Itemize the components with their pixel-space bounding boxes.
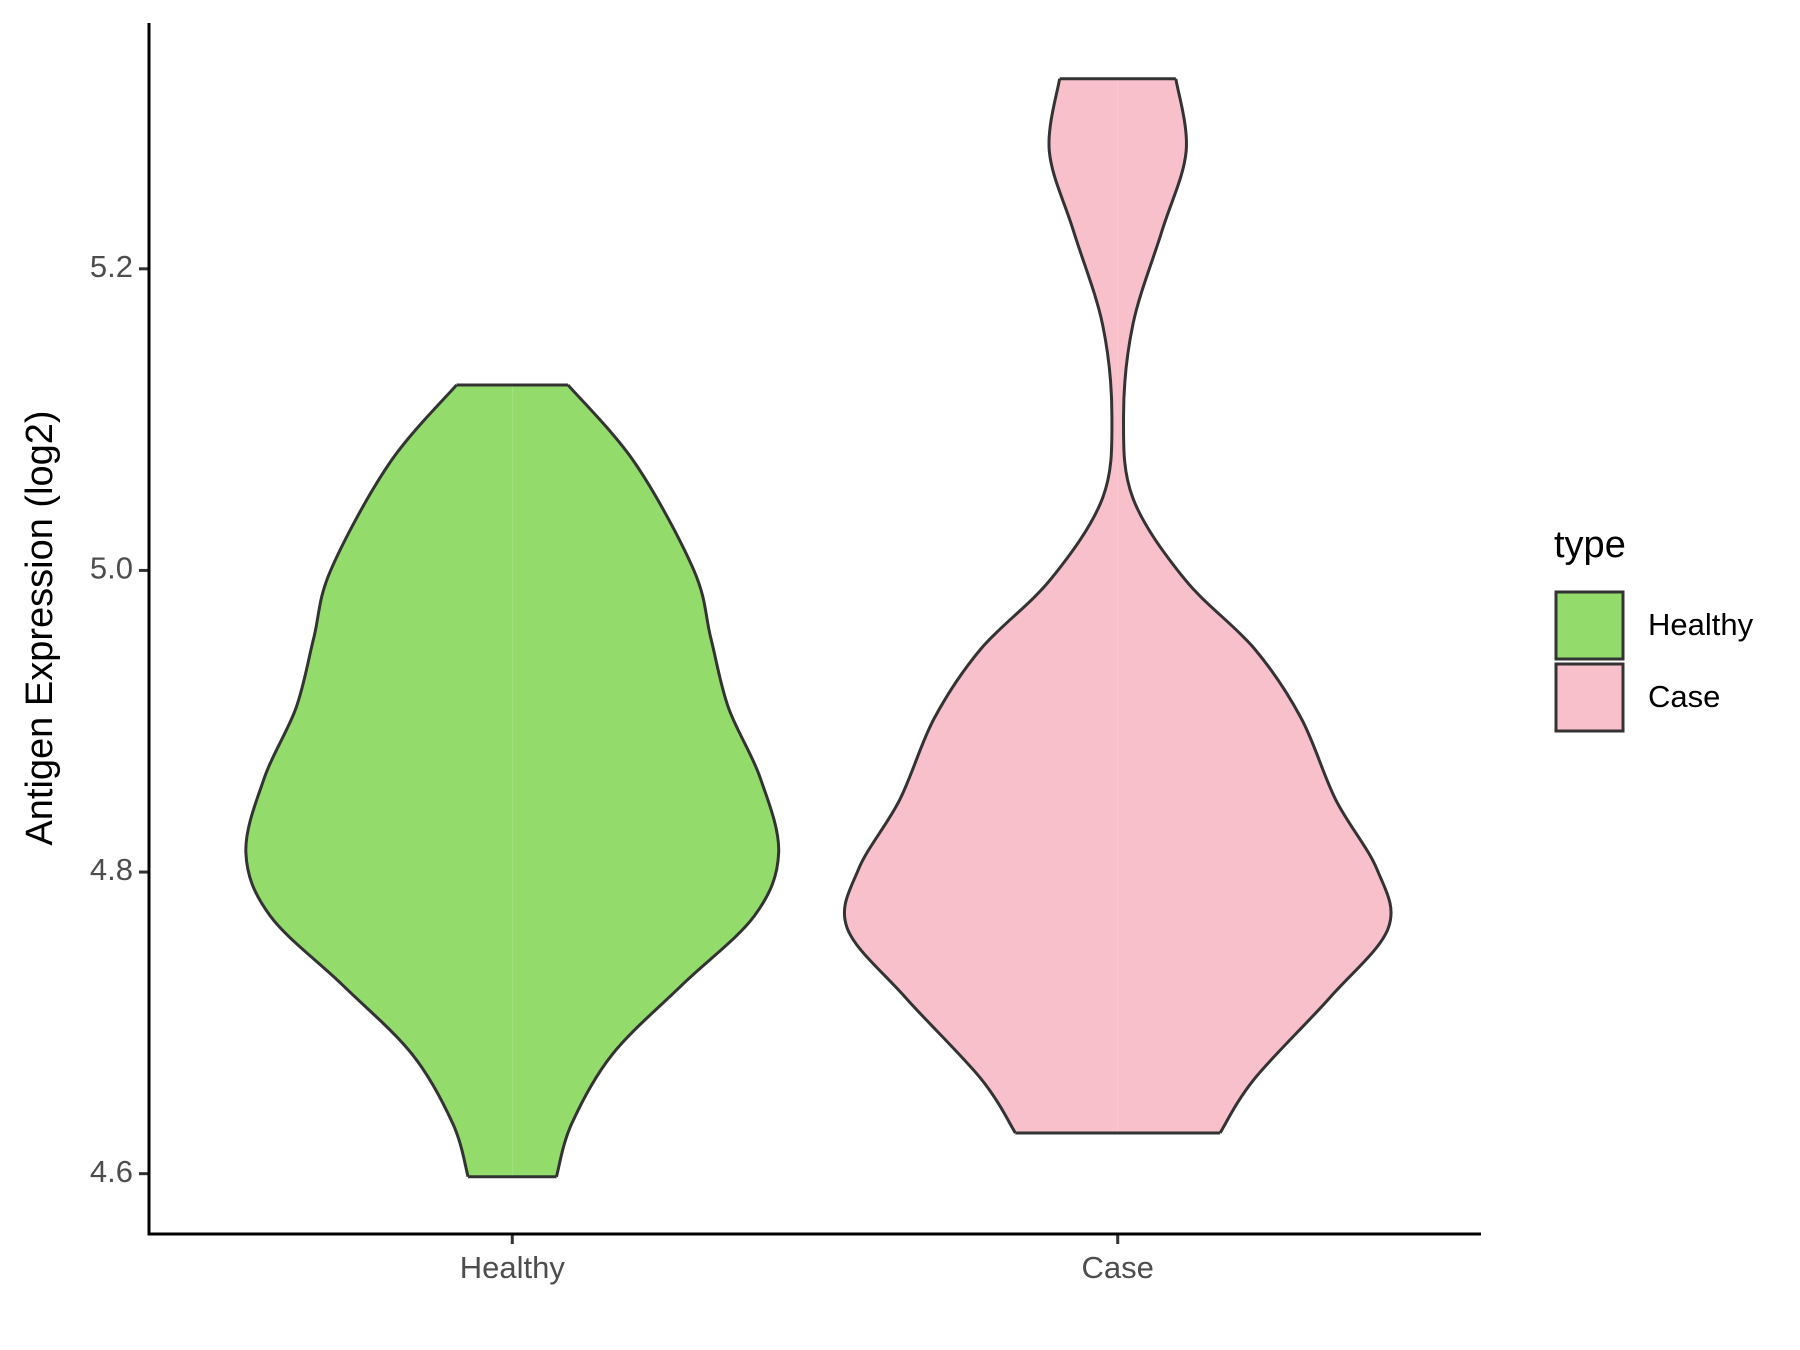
violin-outline: [555, 383, 781, 1178]
violin-half: [844, 78, 1118, 1133]
violin-half: [245, 384, 513, 1177]
legend-label: Case: [1648, 679, 1720, 714]
legend-title: type: [1554, 524, 1626, 566]
y-tick-label: 5.0: [90, 551, 133, 586]
y-axis-label: Antigen Expression (log2): [19, 410, 61, 845]
y-tick-label: 5.2: [90, 249, 133, 284]
x-tick-label: Case: [1082, 1250, 1154, 1285]
violin-half: [1117, 78, 1392, 1133]
violin-outline: [244, 383, 470, 1178]
legend-label: Healthy: [1648, 607, 1754, 642]
violin-outline: [1122, 78, 1393, 1134]
violin-half: [512, 384, 779, 1177]
y-tick-label: 4.6: [90, 1154, 133, 1189]
legend-key: [1554, 662, 1625, 733]
legend-key: [1554, 590, 1625, 661]
x-tick-label: Healthy: [460, 1250, 566, 1285]
y-tick-label: 4.8: [90, 852, 133, 887]
violin-outline: [842, 78, 1114, 1134]
